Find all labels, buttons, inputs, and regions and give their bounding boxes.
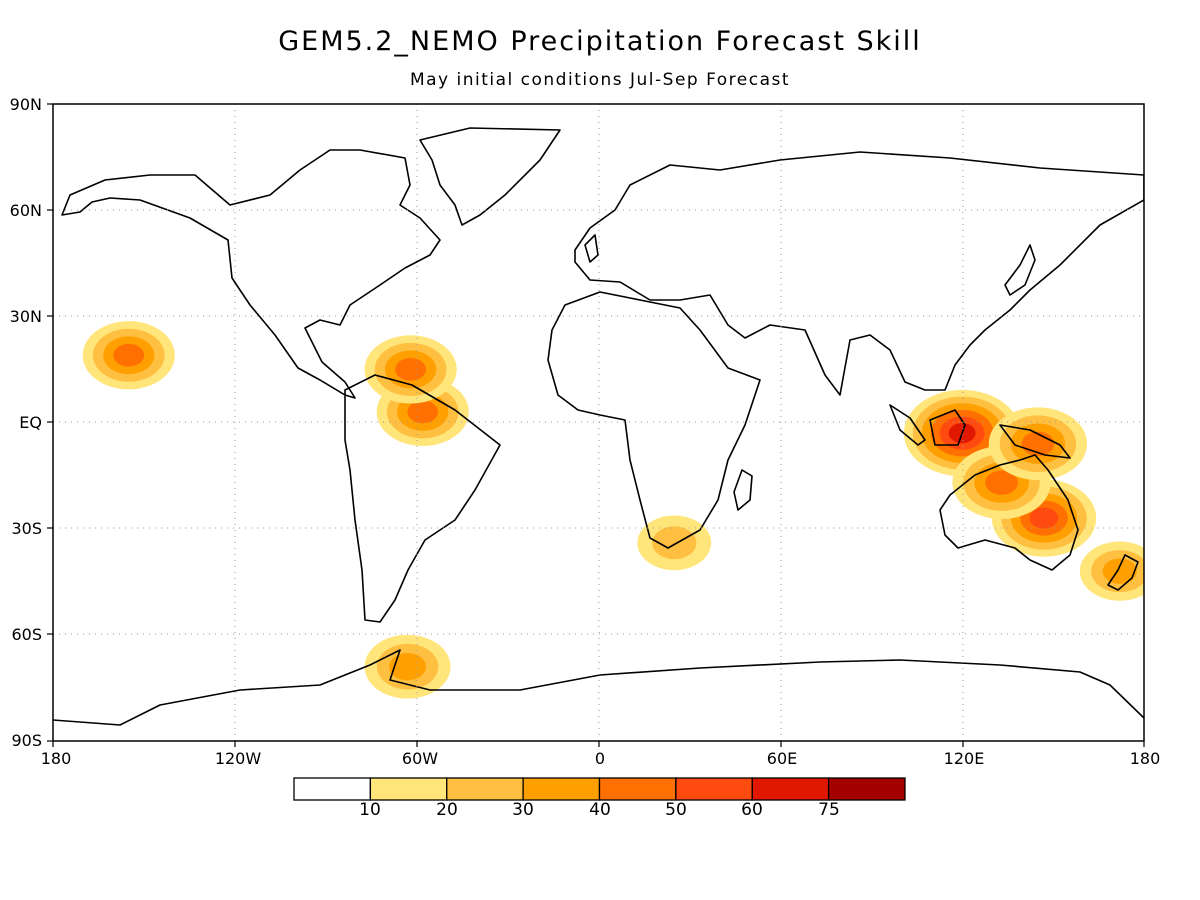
skill-contour-central-pacific-hawaii--40 bbox=[113, 343, 145, 367]
skill-contour-northern-australia-40 bbox=[985, 470, 1018, 495]
colorbar-box-6 bbox=[751, 777, 830, 801]
lon-tick-label-60e: 60E bbox=[766, 749, 798, 768]
colorbar bbox=[293, 777, 906, 801]
colorbar-label-30: 30 bbox=[512, 800, 534, 820]
frame-ticks bbox=[47, 103, 1145, 747]
colorbar-label-60: 60 bbox=[741, 800, 763, 820]
coastlines bbox=[53, 127, 1144, 726]
lat-tick-label-90n: 90N bbox=[9, 95, 42, 114]
lat-tick-label-60n: 60N bbox=[9, 201, 42, 220]
lon-tick-label-180e: 180 bbox=[1129, 749, 1161, 768]
lat-tick-label-30s: 30S bbox=[11, 519, 42, 538]
lat-tick-label-90s: 90S bbox=[11, 731, 42, 750]
colorbar-box-3 bbox=[522, 777, 601, 801]
colorbar-box-4 bbox=[598, 777, 677, 801]
skill-contour-caribbean-40 bbox=[395, 358, 426, 381]
lat-tick-label-60s: 60S bbox=[11, 625, 42, 644]
colorbar-box-7 bbox=[827, 777, 906, 801]
map-title: GEM5.2_NEMO Precipitation Forecast Skill bbox=[278, 26, 922, 57]
borneo-coastline bbox=[929, 409, 966, 446]
skill-contour-southern-africa-20 bbox=[652, 526, 697, 560]
eurasia-coastline bbox=[574, 151, 1144, 396]
colorbar-label-10: 10 bbox=[359, 800, 381, 820]
south-america-coastline bbox=[344, 374, 501, 623]
colorbar-box-2 bbox=[446, 777, 524, 801]
sumatra-coastline bbox=[889, 404, 926, 446]
new-zealand-coastline bbox=[1107, 554, 1139, 591]
map-subtitle: May initial conditions Jul-Sep Forecast bbox=[409, 70, 791, 90]
colorbar-label-40: 40 bbox=[589, 800, 611, 820]
africa-coastline bbox=[547, 291, 761, 549]
skill-contour-antarctic-peninsula-30 bbox=[389, 653, 427, 681]
colorbar-label-20: 20 bbox=[436, 800, 458, 820]
lon-tick-label-120w: 120W bbox=[214, 749, 262, 768]
colorbar-box-5 bbox=[675, 777, 753, 801]
australia-coastline bbox=[939, 454, 1079, 571]
lat-tick-label-30n: 30N bbox=[9, 307, 42, 326]
skill-shading-layer bbox=[82, 321, 1144, 699]
skill-contour-eastern-australia-50 bbox=[1029, 507, 1059, 529]
british-isles-coastline bbox=[584, 234, 599, 263]
lon-tick-label-120e: 120E bbox=[943, 749, 985, 768]
lat-tick-label-eq: EQ bbox=[19, 413, 42, 432]
new-guinea-coastline bbox=[999, 424, 1071, 459]
north-america-coastline bbox=[61, 149, 441, 399]
japan-coastline bbox=[1004, 244, 1036, 296]
lon-tick-label-0: 0 bbox=[594, 749, 606, 768]
graticule bbox=[53, 104, 1144, 741]
lon-tick-label-180w: 180 bbox=[40, 749, 72, 768]
colorbar-label-50: 50 bbox=[665, 800, 687, 820]
madagascar-coastline bbox=[733, 469, 753, 511]
colorbar-box-1 bbox=[369, 777, 448, 801]
colorbar-label-75: 75 bbox=[818, 800, 840, 820]
colorbar-box-0 bbox=[293, 777, 372, 801]
greenland-coastline bbox=[419, 127, 561, 226]
antarctica-coastline bbox=[53, 649, 1144, 726]
lon-tick-label-60w: 60W bbox=[401, 749, 439, 768]
skill-contour-northern-south-america-40 bbox=[407, 400, 439, 424]
skill-contour-southwest-pacific-30 bbox=[1102, 558, 1137, 584]
